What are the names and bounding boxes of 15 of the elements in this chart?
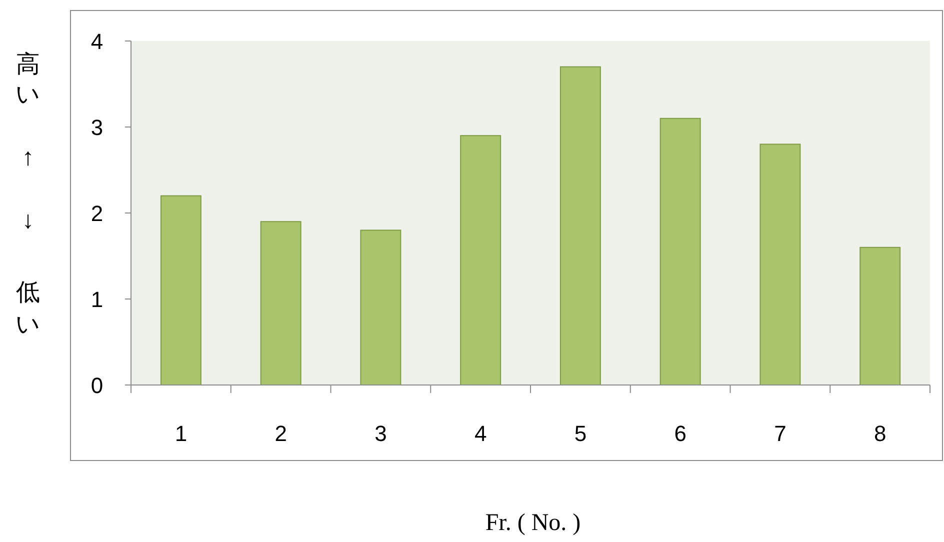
x-tick-label: 6	[674, 421, 686, 446]
y-tick-label: 1	[90, 287, 104, 312]
y-tick-label: 3	[90, 115, 104, 140]
x-tick-label: 2	[274, 421, 287, 446]
ylabel: 高い ↑ ↓ 低い	[16, 52, 40, 338]
y-tick-label: 0	[90, 373, 104, 398]
x-tick-label: 4	[474, 421, 487, 446]
x-tick-label: 5	[574, 421, 587, 446]
y-tick-label: 2	[90, 201, 104, 226]
x-axis-title: Fr. ( No. )	[485, 510, 581, 536]
x-tick-label: 7	[774, 421, 786, 446]
x-tick-label: 1	[174, 421, 188, 446]
x-tick-label: 8	[874, 421, 886, 446]
y-tick-label: 4	[90, 29, 104, 54]
x-tick-label: 3	[374, 421, 387, 446]
